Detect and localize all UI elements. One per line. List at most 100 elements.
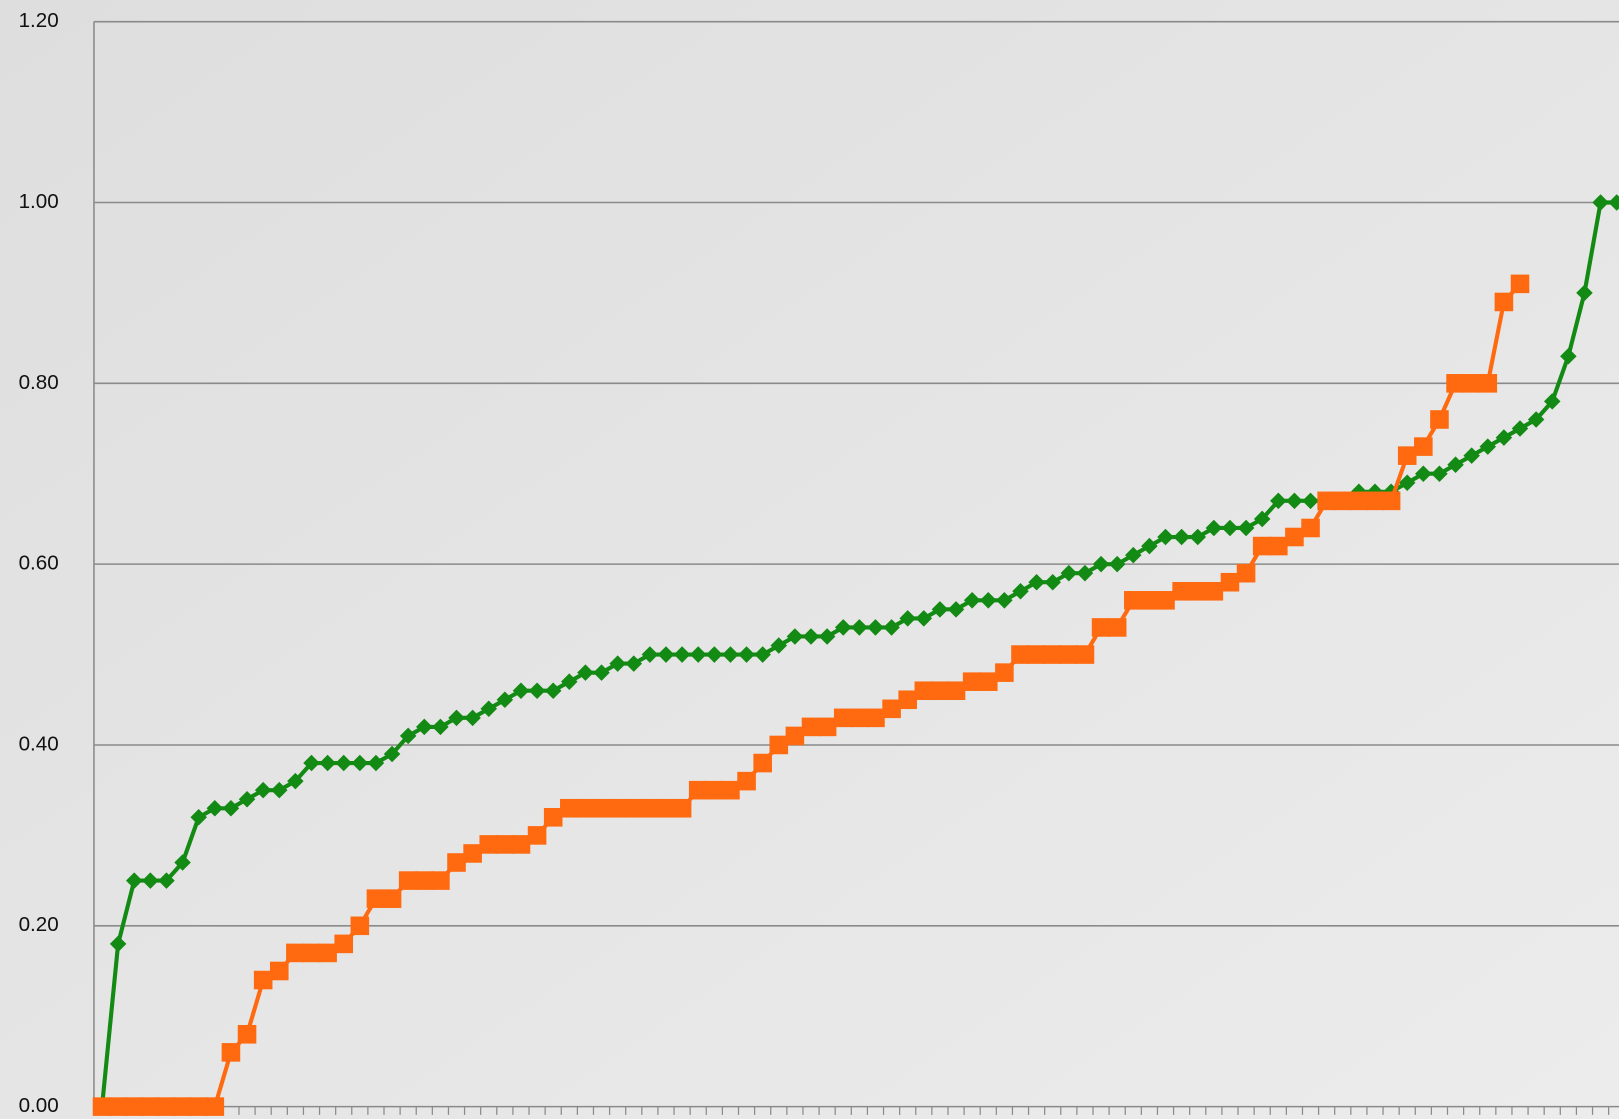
marker [672,798,692,818]
marker [1462,374,1481,393]
marker [1285,527,1304,547]
marker [334,934,354,954]
marker [608,798,627,818]
marker [1044,573,1061,591]
marker [1125,546,1142,564]
marker [914,681,934,701]
marker [157,1097,176,1116]
marker [512,682,530,699]
marker [657,646,675,663]
marker [125,872,143,889]
marker [1107,618,1127,637]
marker [1123,591,1143,610]
marker [544,682,562,699]
marker [318,943,337,963]
marker [142,872,159,889]
marker [254,781,272,799]
marker [511,835,531,854]
marker [302,943,321,963]
marker [1398,474,1416,492]
marker [206,799,224,817]
y-tick-label: 0.80 [19,371,59,394]
marker [1511,420,1529,437]
marker [1415,465,1432,482]
marker [1286,492,1303,510]
marker [1188,581,1208,601]
marker [980,592,997,609]
marker [706,646,723,663]
marker [882,699,901,719]
marker [1317,491,1336,511]
marker [335,754,352,772]
marker [1157,528,1174,546]
marker [141,1097,160,1116]
marker [1205,519,1223,537]
marker [786,628,804,645]
marker [802,628,820,645]
marker [931,601,949,618]
marker [817,717,837,737]
marker [995,663,1014,682]
marker [1060,564,1078,582]
marker [898,690,917,710]
marker [576,798,595,818]
marker [1141,537,1158,555]
marker [1011,645,1030,664]
marker [851,619,868,636]
marker [801,717,821,737]
marker [303,754,320,772]
marker [479,835,499,854]
marker [221,1043,241,1062]
marker [785,726,805,746]
marker [416,718,433,736]
marker [1479,438,1497,455]
marker [464,709,481,727]
marker [609,655,626,672]
marker [915,610,933,627]
marker [1140,591,1159,610]
marker [350,916,370,936]
marker [1301,518,1320,538]
marker [1270,492,1287,510]
marker [1510,274,1530,294]
marker [1333,491,1353,511]
marker [1252,536,1272,556]
marker [930,681,950,701]
marker [109,935,127,953]
marker [383,745,401,763]
marker [656,798,676,818]
marker [269,961,289,981]
marker [1381,491,1401,511]
marker [1189,528,1207,546]
marker [593,664,610,681]
marker [1431,465,1448,482]
marker [527,826,547,845]
marker [834,619,852,636]
marker [543,808,563,827]
marker [978,672,998,691]
marker [1028,573,1045,591]
marker [173,1097,192,1116]
marker [1365,491,1385,511]
marker [866,708,885,728]
marker [947,601,965,618]
marker [883,619,900,636]
marker [1075,645,1095,664]
marker [1447,456,1464,473]
marker [1608,194,1619,211]
marker [1560,347,1577,365]
marker [366,889,386,908]
marker [1108,555,1126,573]
marker [1430,410,1449,429]
marker [689,646,707,663]
marker [286,943,305,963]
marker [367,754,385,772]
marker [1478,374,1498,393]
marker [1059,645,1079,664]
marker [1576,284,1593,302]
marker [414,871,434,890]
marker [1446,374,1465,393]
marker [237,1024,257,1044]
marker [108,1097,128,1116]
y-tick-label: 1.00 [19,190,59,213]
